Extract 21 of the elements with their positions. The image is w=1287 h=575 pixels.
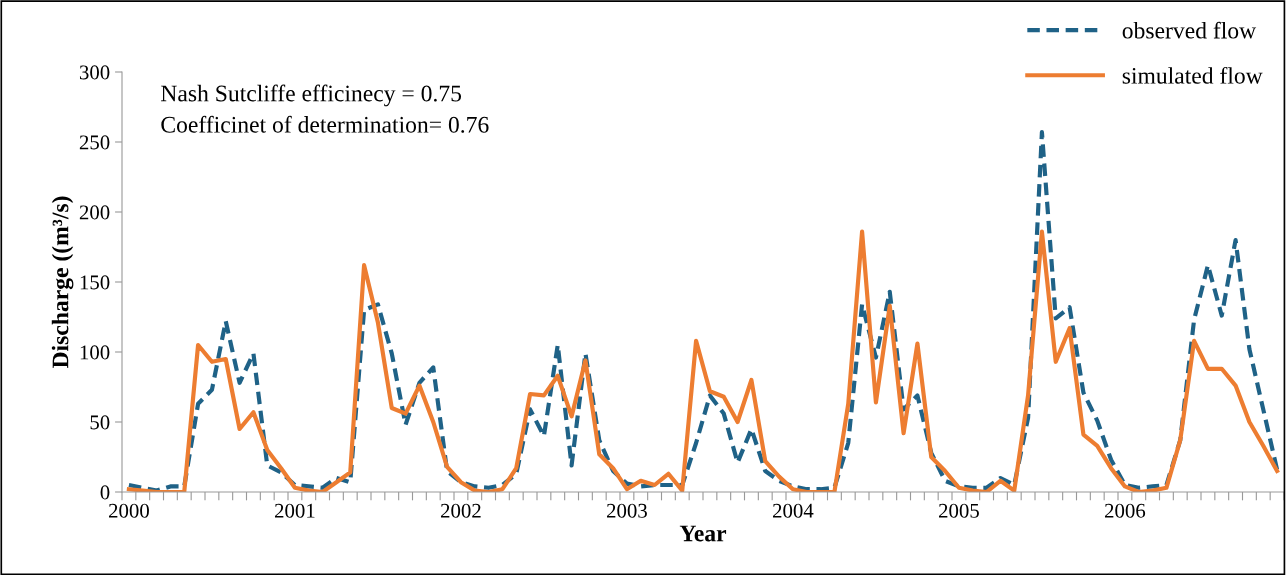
y-tick-label: 300 [79, 65, 110, 80]
y-tick-label: 200 [79, 205, 110, 220]
annotation: Nash Sutcliffe efficinecy = 0.75 [161, 84, 462, 107]
x-axis-title: Year [679, 525, 727, 542]
y-tick-label: 100 [80, 345, 110, 360]
x-tick-label: 2003 [607, 503, 647, 518]
line-series [126, 229, 1280, 492]
y-tick-label: 250 [79, 135, 110, 150]
legend-label: simulated flow [1122, 66, 1263, 84]
y-tick-label: 50 [90, 415, 110, 430]
x-tick-label: 2002 [441, 503, 481, 518]
y-axis-title: Discharge ((m³/s) [51, 196, 74, 369]
x-tick-label: 2000 [109, 503, 149, 518]
y-tick-label: 0 [100, 485, 110, 500]
x-tick-label: 2005 [939, 503, 979, 518]
annotation: Coefficinet of determination= 0.76 [161, 115, 489, 133]
y-tick-label: 150 [80, 275, 110, 290]
x-tick-label: 2001 [275, 503, 315, 518]
legend-label: observed flow [1122, 21, 1257, 39]
x-tick-label: 2006 [1105, 503, 1146, 518]
x-tick-label: 2004 [773, 503, 814, 518]
